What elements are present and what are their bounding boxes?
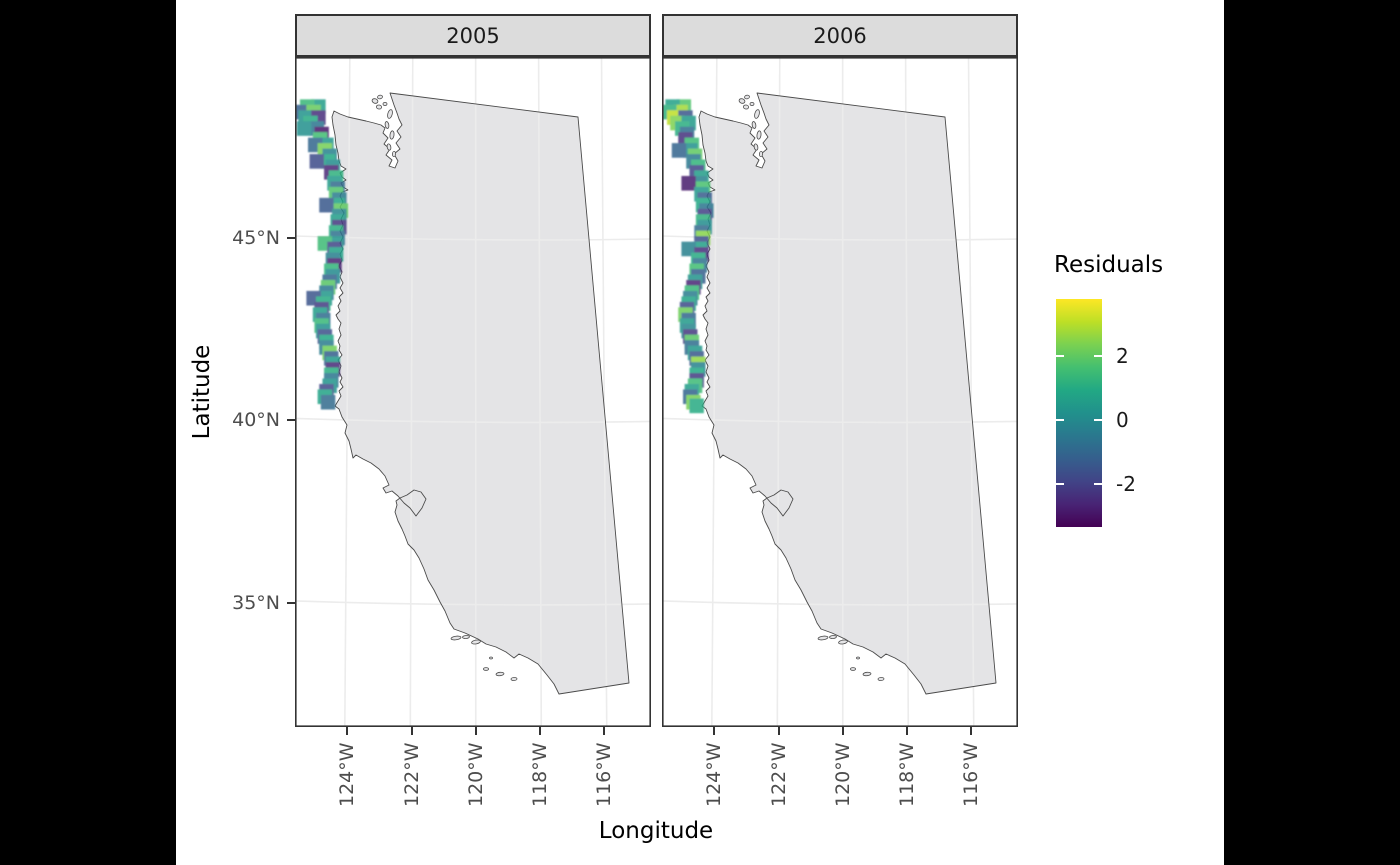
map-2005 (295, 57, 651, 727)
legend-tick-label: 0 (1116, 408, 1129, 433)
x-tick-mark (474, 727, 477, 735)
x-tick-label: 122°W (400, 742, 423, 807)
facet-strip-2006: 2006 (662, 14, 1018, 57)
x-tick-mark (970, 727, 973, 735)
legend-tick-mark (1056, 419, 1064, 422)
x-tick-mark (713, 727, 716, 735)
y-axis-title: Latitude (189, 344, 215, 440)
y-tick-mark (287, 419, 295, 422)
x-tick-label: 116°W (960, 742, 983, 807)
map-panel-2005 (295, 57, 651, 727)
facet-strip-label: 2006 (813, 23, 867, 48)
y-tick-mark (287, 237, 295, 239)
x-tick-label: 116°W (593, 742, 616, 807)
legend-tick-mark (1056, 482, 1064, 485)
legend-title: Residuals (1054, 252, 1164, 278)
legend-tick-mark (1094, 355, 1102, 358)
map-2006 (662, 57, 1018, 727)
legend: Residuals 2 0 -2 (1034, 240, 1224, 570)
legend-tick-label: -2 (1116, 471, 1136, 496)
x-tick-mark (410, 727, 413, 735)
map-panel-2006 (662, 57, 1018, 727)
legend-colorbar (1056, 299, 1102, 527)
x-tick-label: 118°W (895, 742, 918, 807)
x-tick-label: 118°W (528, 742, 551, 807)
legend-tick-mark (1094, 482, 1102, 485)
x-tick-mark (346, 727, 349, 735)
x-tick-mark (905, 727, 908, 735)
x-tick-label: 120°W (831, 742, 854, 807)
legend-tick-label: 2 (1116, 344, 1129, 369)
figure-canvas: 2005 2006 Latitude Longitude 45°N 40°N 35°… (176, 0, 1224, 865)
x-tick-mark (538, 727, 541, 735)
y-tick-label: 35°N (232, 591, 280, 614)
y-tick-label: 40°N (232, 409, 280, 432)
x-tick-mark (841, 727, 844, 735)
x-tick-mark (777, 727, 780, 735)
x-axis-title: Longitude (598, 818, 714, 844)
x-tick-label: 124°W (703, 742, 726, 807)
x-tick-label: 124°W (336, 742, 359, 807)
facet-strip-label: 2005 (446, 23, 500, 48)
x-tick-label: 120°W (464, 742, 487, 807)
y-tick-label: 45°N (232, 227, 280, 249)
y-tick-mark (287, 601, 295, 604)
x-tick-mark (603, 727, 606, 735)
legend-tick-mark (1056, 355, 1064, 358)
facet-strip-2005: 2005 (295, 14, 651, 57)
x-tick-label: 122°W (767, 742, 790, 807)
legend-tick-mark (1094, 419, 1102, 422)
